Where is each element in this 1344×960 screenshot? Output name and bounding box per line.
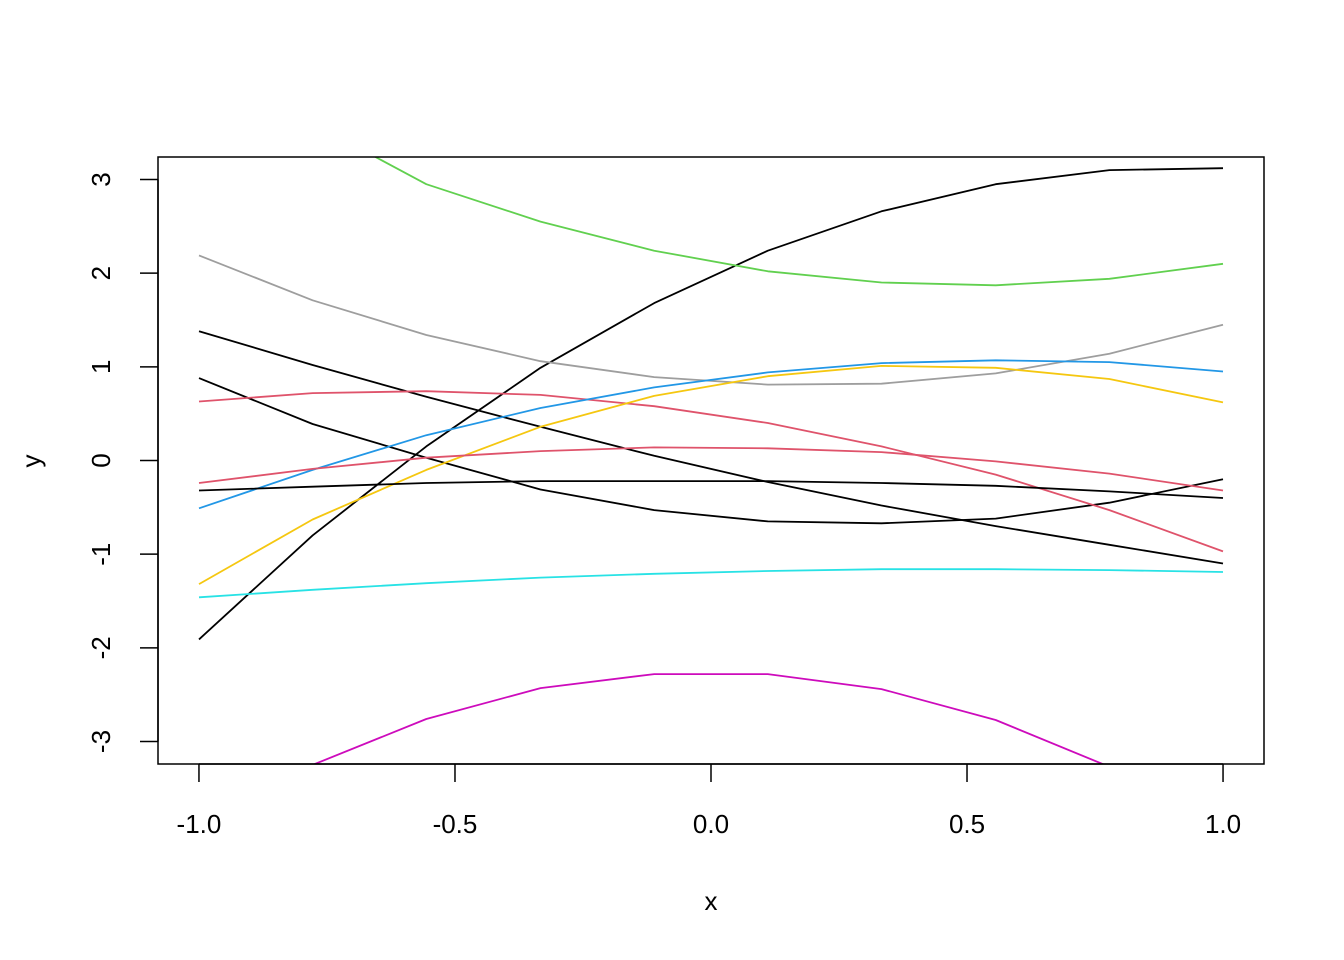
x-axis-title: x [705, 886, 718, 916]
x-tick-label: 1.0 [1205, 809, 1241, 839]
y-axis: -3 -2 -1 0 1 2 3 [86, 172, 159, 753]
y-tick-label: 1 [86, 360, 116, 374]
series-line-8 [198, 364, 1224, 585]
series-line-11 [198, 568, 1224, 599]
x-tick-label: -0.5 [433, 809, 478, 839]
series-line-2 [373, 157, 1224, 287]
y-tick-label: -1 [86, 543, 116, 566]
series-line-7 [198, 359, 1224, 510]
y-tick-label: 3 [86, 172, 116, 186]
series-line-4 [198, 330, 1224, 565]
series-line-6 [198, 390, 1224, 553]
y-axis-title: y [16, 455, 46, 468]
y-tick-label: 2 [86, 266, 116, 280]
y-tick-label: -2 [86, 636, 116, 659]
x-tick-label: 0.5 [949, 809, 985, 839]
series-line-10 [198, 480, 1224, 499]
series-line-9 [198, 446, 1224, 492]
series-line-3 [198, 254, 1224, 386]
x-tick-label: -1.0 [177, 809, 222, 839]
x-axis: -1.0 -0.5 0.0 0.5 1.0 [177, 763, 1241, 839]
series-line-1 [198, 167, 1224, 641]
x-tick-label: 0.0 [693, 809, 729, 839]
y-tick-label: -3 [86, 730, 116, 753]
plot-frame [157, 156, 1265, 765]
y-tick-label: 0 [86, 453, 116, 467]
series-line-5 [198, 377, 1224, 525]
series-layer [198, 157, 1224, 764]
series-line-12 [312, 673, 1105, 764]
